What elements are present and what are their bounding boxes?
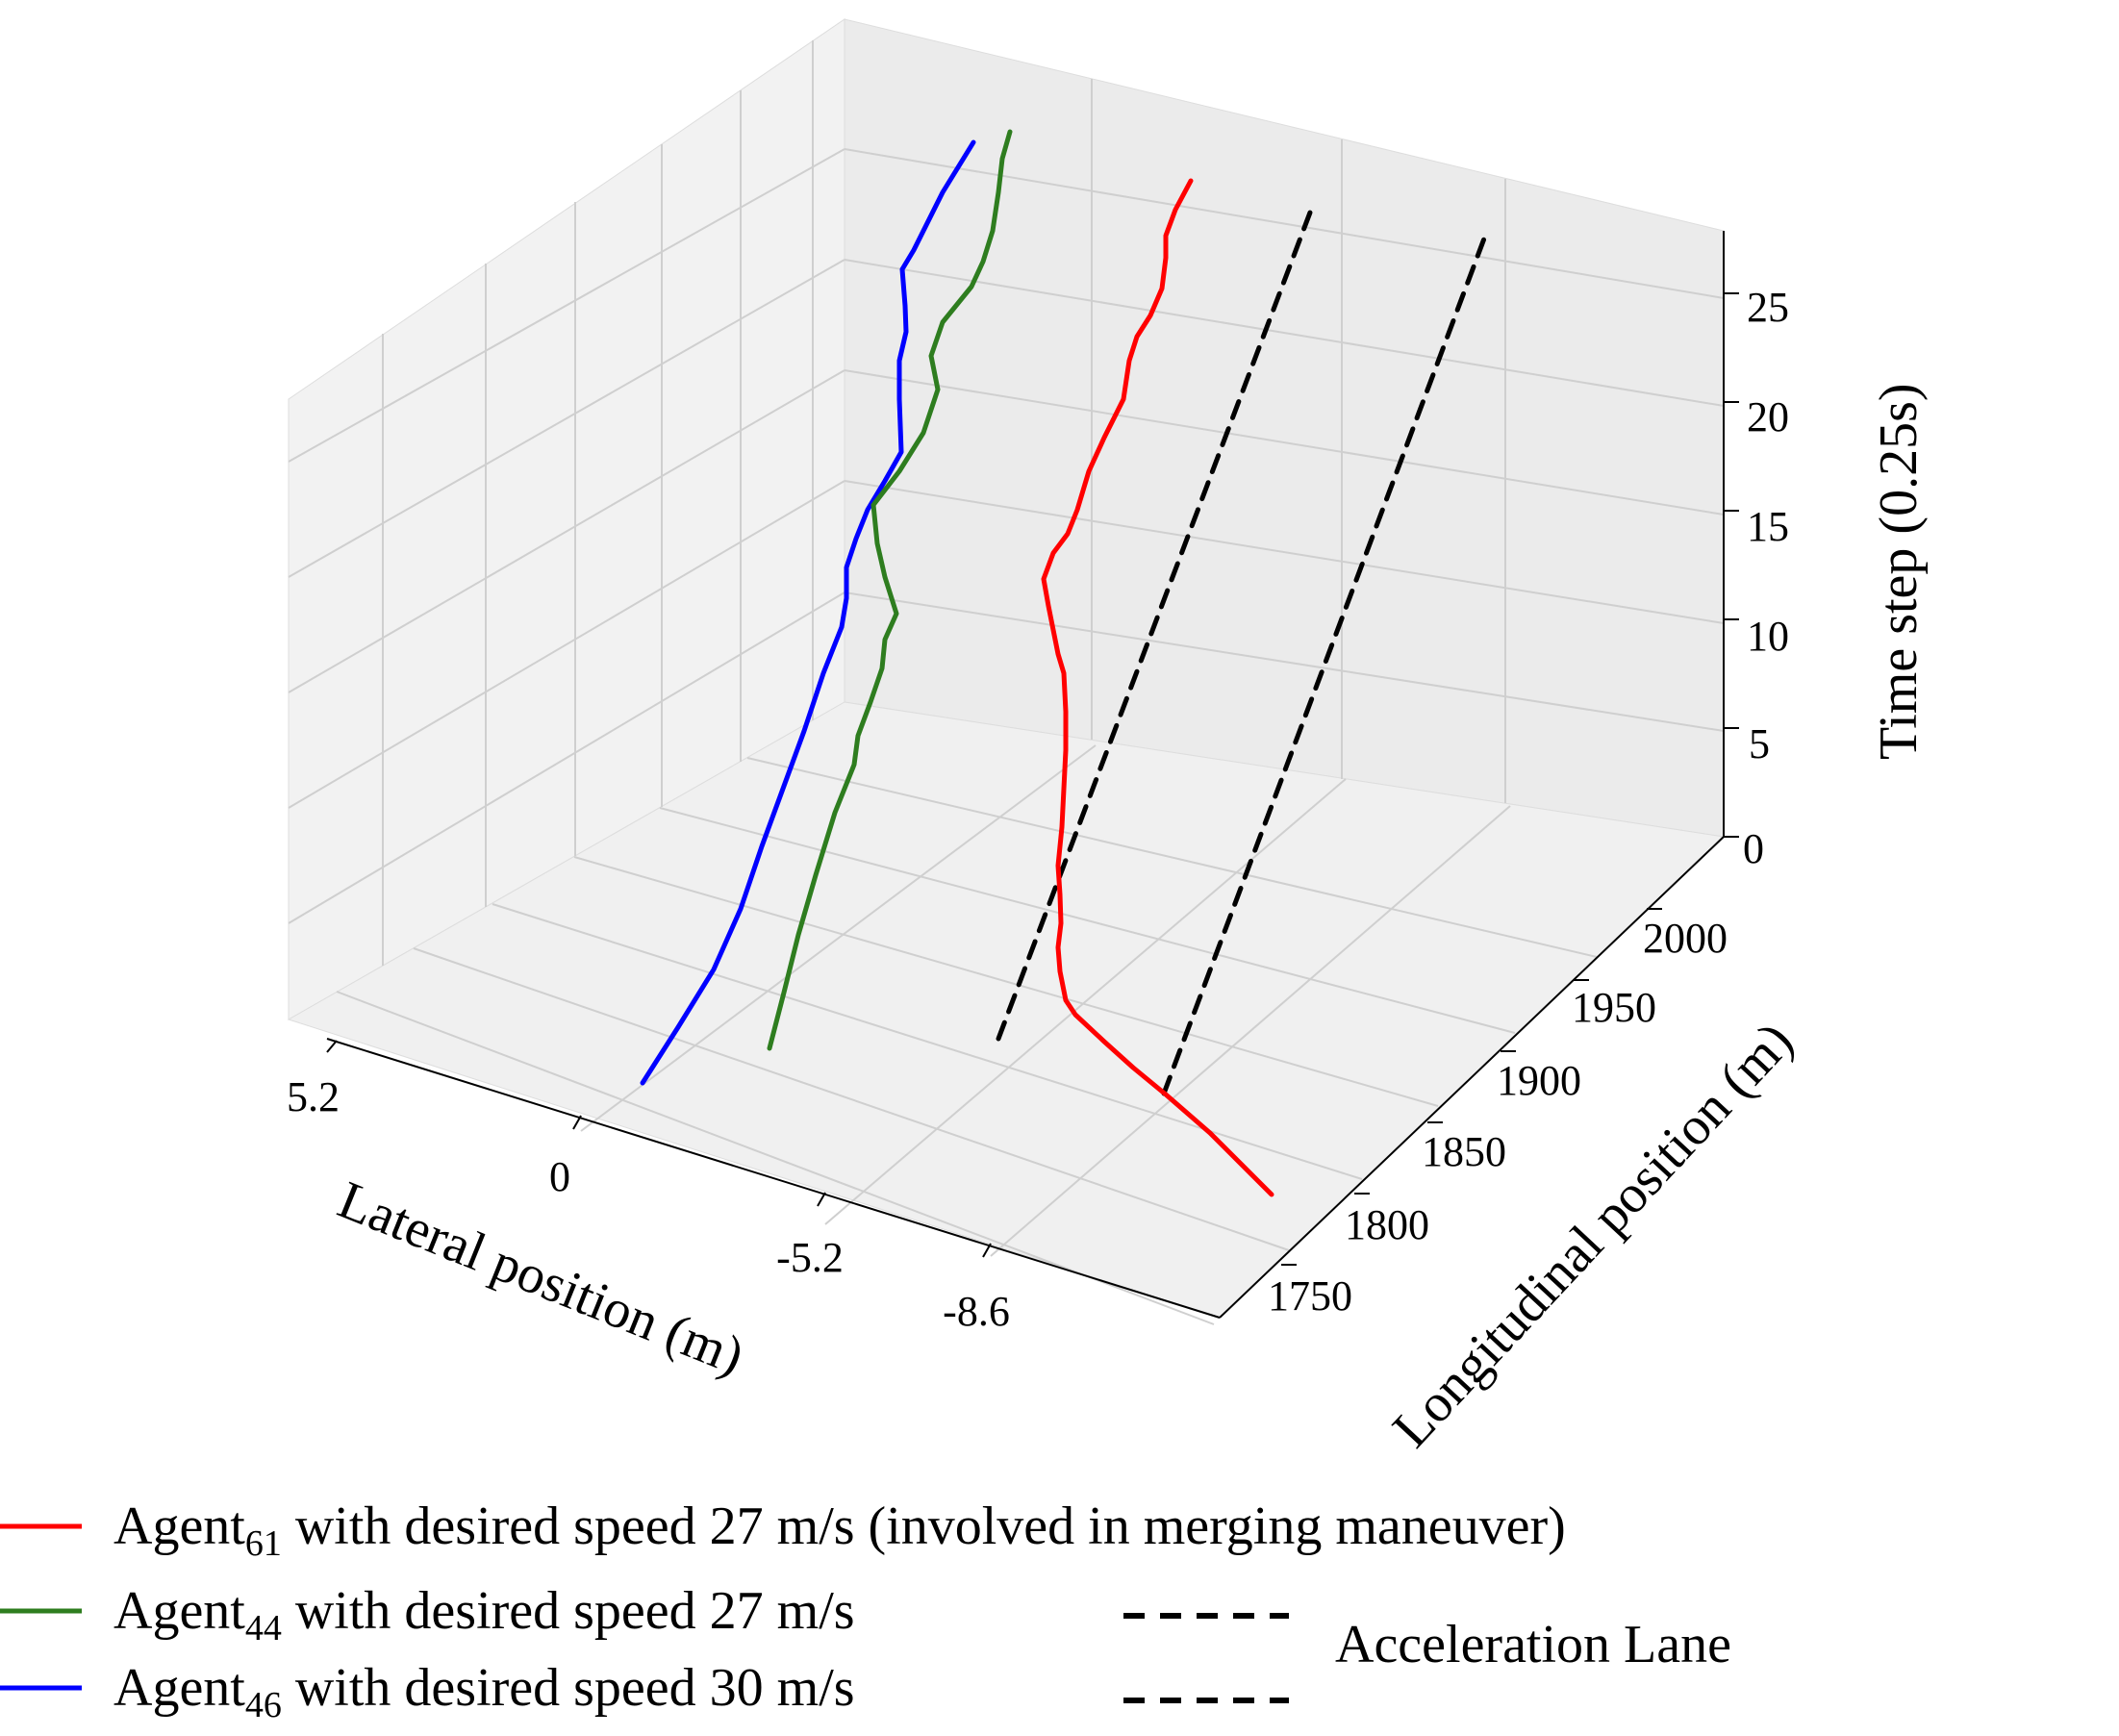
z-tick-label: 20 [1747, 393, 1789, 440]
x-tick-label: 0 [549, 1153, 570, 1200]
axis-lines [326, 231, 1725, 1319]
grid-line [844, 480, 1725, 624]
grid-line [492, 903, 1363, 1180]
tick-mark [572, 1115, 582, 1130]
grid-line [844, 259, 1725, 407]
longitudinal-axis-line [1219, 836, 1725, 1319]
series-agent61-line [1041, 178, 1274, 1197]
grid-line [288, 148, 845, 463]
grid-line [844, 369, 1725, 516]
back-right-pane [844, 18, 1725, 838]
tick-marks [326, 292, 1739, 1266]
lateral-axis-line [326, 1038, 1221, 1319]
y-tick-label: 1750 [1268, 1272, 1352, 1320]
grid-line [844, 591, 1725, 732]
grid-line [288, 259, 845, 578]
x-tick-label: -5.2 [776, 1234, 844, 1281]
y-tick-label: 1800 [1345, 1201, 1429, 1248]
legend-label-acceleration-lane: Acceleration Lane [1335, 1615, 1731, 1674]
y-tick-label: 1850 [1422, 1128, 1506, 1175]
grid-line [844, 148, 1725, 299]
legend-label-agent46: Agent46 with desired speed 30 m/s [114, 1658, 855, 1725]
series-layer [640, 129, 1487, 1197]
z-tick-label: 0 [1743, 825, 1764, 872]
legend: Agent61 with desired speed 27 m/s (invol… [0, 1497, 1731, 1725]
legend-label-agent61: Agent61 with desired speed 27 m/s (invol… [114, 1497, 1566, 1564]
x-tick-label: -8.6 [943, 1288, 1010, 1335]
grid-line [990, 805, 1511, 1257]
legend-label-agent44: Agent44 with desired speed 27 m/s [114, 1581, 855, 1648]
grid-line [288, 480, 845, 809]
grid-line [580, 744, 1097, 1132]
tick-mark [982, 1243, 992, 1258]
lateral-tick-labels: 5.2 0 -5.2 -8.6 [287, 1073, 1010, 1335]
grid-line [659, 807, 1516, 1034]
y-tick-label: 2000 [1643, 915, 1728, 962]
grid-line [288, 369, 845, 693]
y-tick-label: 1900 [1497, 1057, 1581, 1104]
z-tick-label: 25 [1747, 284, 1789, 331]
x-tick-label: 5.2 [287, 1073, 340, 1120]
z-tick-label: 15 [1747, 503, 1789, 550]
grid-line [288, 591, 845, 924]
longitudinal-tick-labels: 1750 1800 1850 1900 1950 2000 [1268, 915, 1728, 1320]
tick-mark [326, 1040, 338, 1053]
time-axis-title: Time step (0.25s) [1869, 383, 1929, 760]
lateral-axis-title: Lateral position (m) [330, 1170, 751, 1387]
acceleration-lane-line-2 [1161, 236, 1487, 1096]
tick-mark [817, 1192, 826, 1207]
y-tick-label: 1950 [1572, 984, 1656, 1031]
z-tick-label: 10 [1747, 613, 1789, 660]
grid-lines [288, 40, 1725, 1325]
grid-line [824, 778, 1347, 1225]
axis-panes [287, 18, 1726, 1319]
series-agent44-line [767, 129, 1013, 1051]
z-tick-label: 5 [1749, 720, 1770, 767]
acceleration-lane-line-1 [996, 202, 1316, 1042]
grid-line [746, 757, 1598, 958]
grid-line [413, 947, 1290, 1251]
time-tick-labels: 0 5 10 15 20 25 [1743, 284, 1789, 872]
series-agent46-line [640, 139, 976, 1086]
grid-line [336, 991, 1215, 1325]
grid-line [573, 856, 1439, 1107]
